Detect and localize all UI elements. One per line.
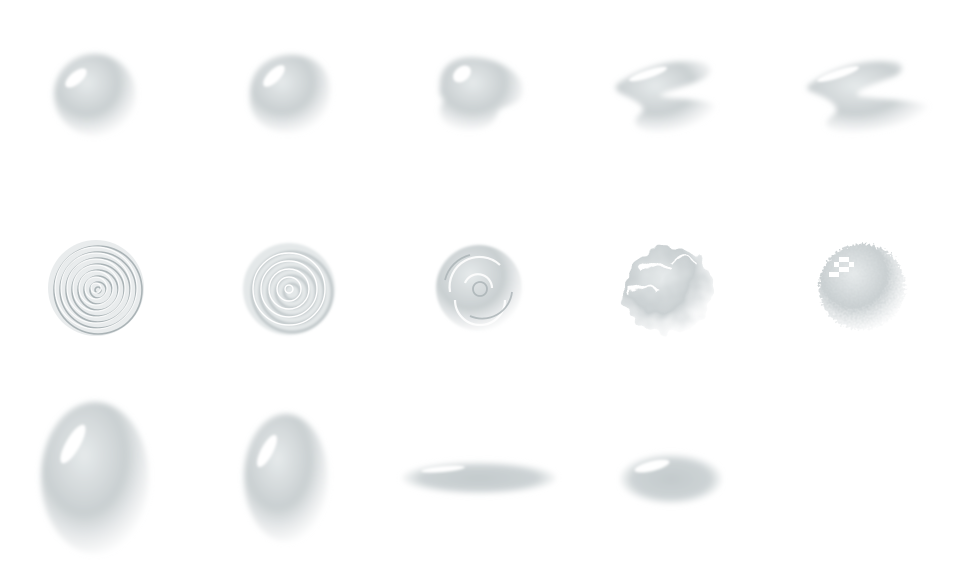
sphere-zigzag-strong-icon xyxy=(807,61,928,133)
ripple-rings-soft-icon xyxy=(243,243,335,335)
glass-distort-icon xyxy=(624,246,712,334)
sphere-wave-medium-icon xyxy=(439,57,523,131)
ripple-rings-icon xyxy=(48,240,144,336)
sphere-drop-icon xyxy=(54,54,136,136)
flat-thin-drop-icon xyxy=(402,462,556,494)
flat-short-drop-icon xyxy=(620,454,722,504)
pixel-mosaic-icon xyxy=(819,244,905,330)
sphere-wave-slight-icon xyxy=(249,55,331,133)
narrow-oval-drop-icon xyxy=(244,414,328,542)
ripple-twirl-icon xyxy=(436,245,522,331)
tall-oval-drop-icon xyxy=(41,402,149,554)
sphere-zigzag-icon xyxy=(615,61,716,133)
